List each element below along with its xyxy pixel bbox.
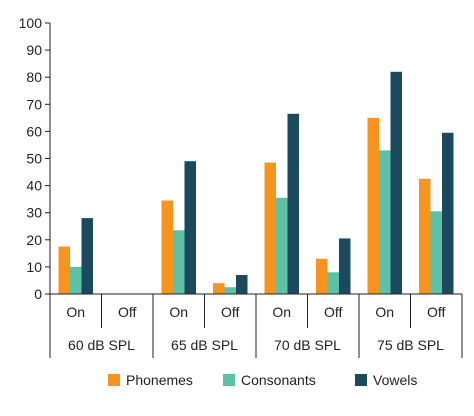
bar-phonemes-75-db-spl-off — [419, 178, 431, 294]
y-tick-label: 50 — [26, 151, 42, 167]
x-axis: On Off On Off On Off On Off 60 dB SPL 65 dB SPL 70… — [49, 293, 463, 358]
y-tick-label: 60 — [26, 123, 42, 139]
bar-consonants-75-db-spl-off — [430, 211, 442, 294]
x-tick-label-condition: Off — [324, 304, 343, 320]
x-tick-label-condition: On — [169, 304, 188, 320]
x-tick-label-condition: Off — [118, 304, 137, 320]
bar-phonemes-70-db-spl-on — [264, 162, 276, 294]
legend-label-phonemes: Phonemes — [126, 372, 193, 388]
legend: Phonemes Consonants Vowels — [108, 372, 417, 388]
bar-vowels-70-db-spl-on — [287, 113, 299, 294]
x-group-label: 70 dB SPL — [274, 337, 341, 353]
bar-vowels-70-db-spl-off — [339, 238, 351, 294]
x-tick-label-condition: Off — [221, 304, 240, 320]
y-tick-label: 0 — [34, 286, 42, 302]
bar-phonemes-75-db-spl-on — [367, 117, 379, 294]
bar-consonants-65-db-spl-off — [224, 287, 236, 294]
x-group-label: 65 dB SPL — [171, 337, 238, 353]
bar-vowels-60-db-spl-on — [81, 218, 93, 294]
x-group-label: 60 dB SPL — [68, 337, 135, 353]
y-tick-label: 40 — [26, 178, 42, 194]
y-tick-label: 90 — [26, 42, 42, 58]
x-tick-label-condition: On — [66, 304, 85, 320]
bar-consonants-75-db-spl-on — [379, 150, 391, 294]
x-tick-label-condition: Off — [427, 304, 446, 320]
x-group-label: 75 dB SPL — [377, 337, 444, 353]
bar-consonants-70-db-spl-on — [276, 197, 288, 294]
bar-vowels-75-db-spl-on — [390, 71, 402, 294]
legend-label-consonants: Consonants — [241, 372, 316, 388]
legend-label-vowels: Vowels — [373, 372, 417, 388]
bar-vowels-75-db-spl-off — [442, 132, 454, 294]
bar-phonemes-60-db-spl-on — [58, 246, 70, 294]
bar-phonemes-65-db-spl-off — [213, 283, 225, 294]
bar-vowels-65-db-spl-off — [236, 275, 248, 294]
bar-consonants-60-db-spl-on — [70, 266, 82, 294]
y-tick-label: 10 — [26, 259, 42, 275]
y-axis: 0 10 20 30 40 50 60 70 80 90 100 — [19, 15, 51, 302]
y-tick-label: 80 — [26, 69, 42, 85]
y-tick-label: 20 — [26, 232, 42, 248]
legend-swatch-vowels — [355, 374, 367, 386]
bar-phonemes-65-db-spl-on — [161, 200, 173, 294]
legend-swatch-consonants — [223, 374, 235, 386]
y-tick-label: 70 — [26, 96, 42, 112]
bar-vowels-65-db-spl-on — [184, 161, 196, 294]
legend-swatch-phonemes — [108, 374, 120, 386]
bars — [58, 71, 454, 294]
bar-phonemes-70-db-spl-off — [316, 258, 328, 294]
x-tick-label-condition: On — [375, 304, 394, 320]
bar-consonants-70-db-spl-off — [327, 272, 339, 294]
y-tick-label: 100 — [19, 15, 43, 31]
bar-consonants-65-db-spl-on — [173, 230, 185, 294]
y-tick-label: 30 — [26, 205, 42, 221]
x-tick-label-condition: On — [272, 304, 291, 320]
